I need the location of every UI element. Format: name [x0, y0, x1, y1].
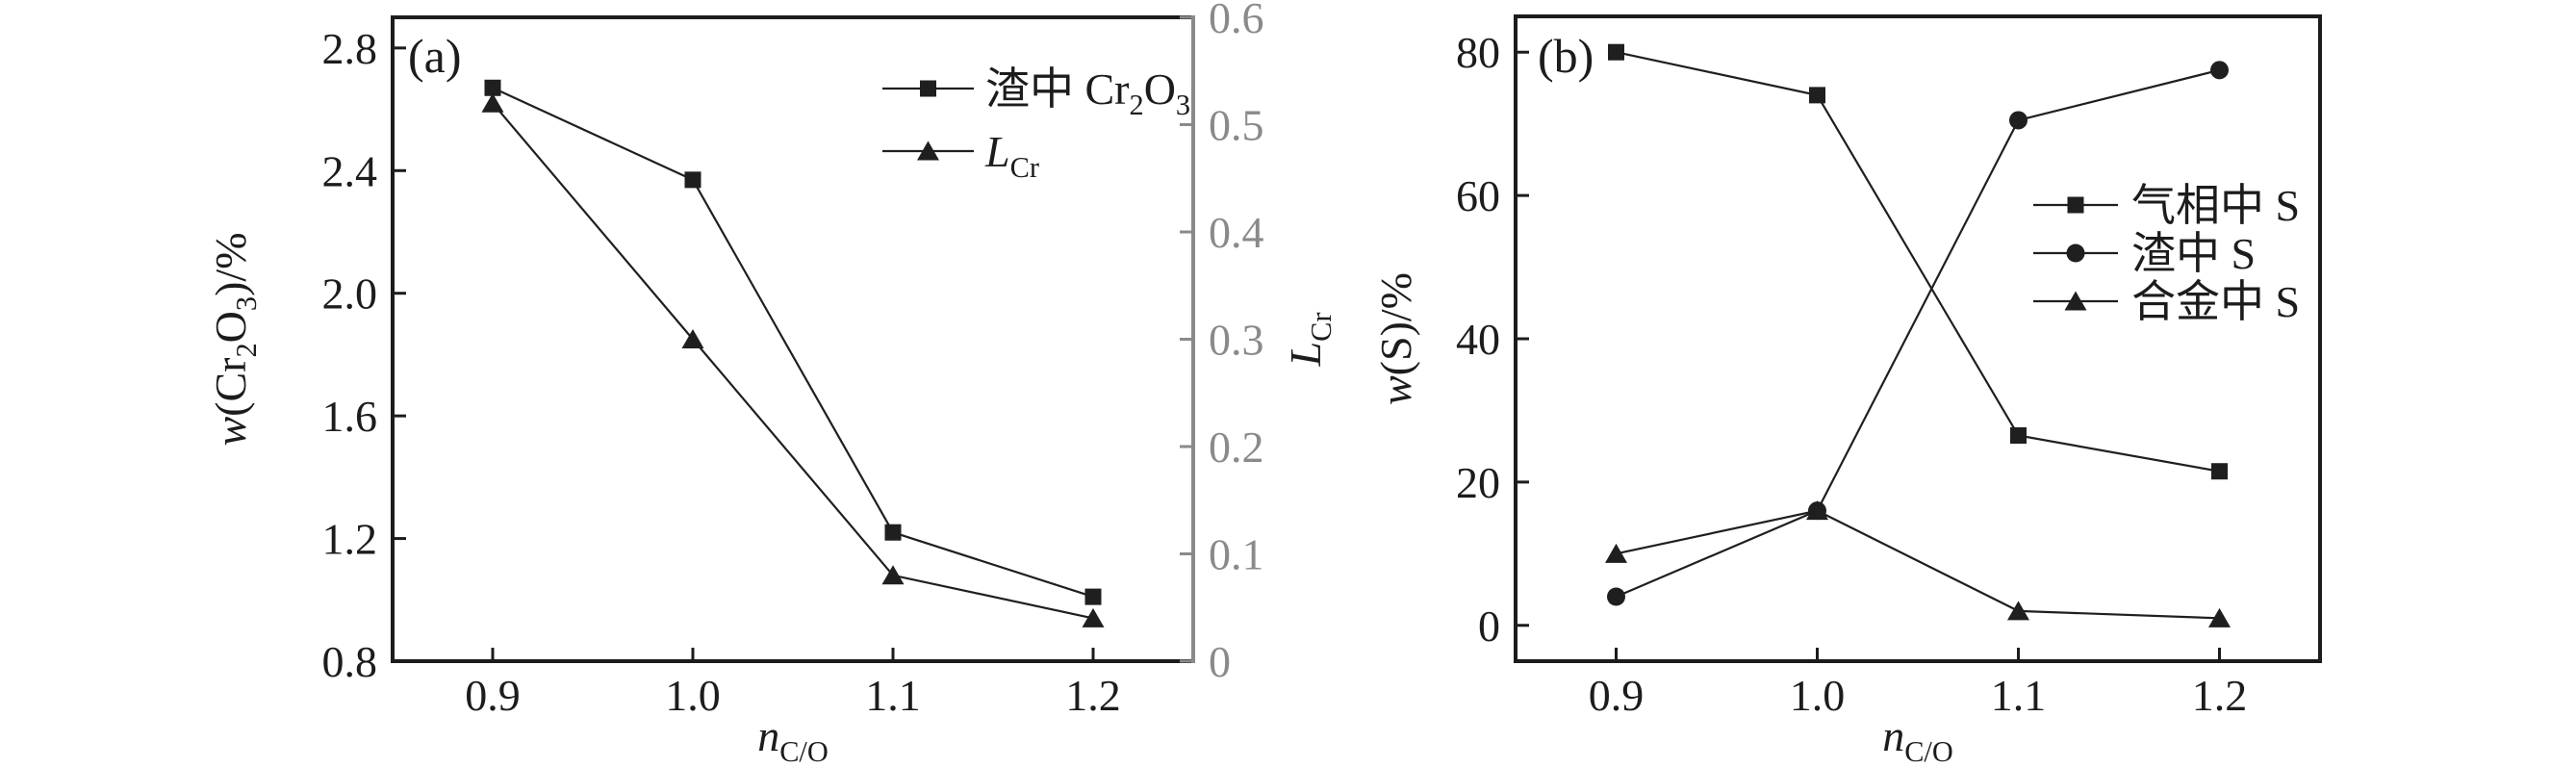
- x-tick-label: 0.9: [465, 671, 521, 720]
- x-tick-label: 1.2: [1065, 671, 1121, 720]
- triangle-marker: [1605, 543, 1627, 563]
- x-tick-label: 1.0: [1790, 671, 1846, 720]
- triangle-marker: [917, 141, 939, 161]
- legend-entry-label: 气相中 S: [2131, 181, 2300, 230]
- right-y-tick-label: 0.2: [1209, 422, 1264, 472]
- triangle-marker: [2064, 291, 2087, 311]
- series-path: [1616, 509, 2220, 620]
- square-marker: [2010, 427, 2027, 444]
- series-path: [1616, 51, 2220, 473]
- square-marker: [1608, 43, 1624, 61]
- x-axis-title: nC/O: [757, 711, 829, 768]
- legend-entry-label: 渣中 Cr2O3: [985, 64, 1190, 121]
- square-marker: [2211, 463, 2228, 480]
- x-tick-label: 1.0: [665, 671, 721, 720]
- square-marker: [884, 524, 902, 541]
- y-tick-label: 20: [1456, 458, 1500, 507]
- series-line: [1605, 500, 2231, 627]
- y-tick-label: 80: [1456, 28, 1500, 77]
- right-y-tick-label: 0.5: [1209, 101, 1264, 150]
- legend-entry-label: 渣中 S: [2131, 229, 2256, 278]
- panel-b: 0.9 1.0 1.1 1.2 0 20 40 60 80 w(S)/% nC/O (b) 气相中 S渣…: [1371, 14, 2322, 768]
- triangle-marker: [1806, 500, 1828, 521]
- y-tick-label: 2.4: [322, 146, 378, 195]
- y-tick-label: 0.8: [322, 637, 378, 686]
- square-marker: [920, 80, 936, 97]
- square-marker: [684, 171, 701, 189]
- triangle-marker: [681, 329, 704, 348]
- legend-entry-label: 合金中 S: [2131, 277, 2300, 326]
- right-y-tick-label: 0.6: [1209, 0, 1264, 42]
- triangle-marker: [1082, 607, 1105, 627]
- square-marker: [1809, 87, 1825, 104]
- y-axis-title: w(S)/%: [1371, 272, 1420, 405]
- legend: 渣中 Cr2O3 LCr: [882, 64, 1190, 184]
- circle-marker: [2009, 111, 2028, 130]
- y-tick-label: 1.6: [322, 392, 378, 441]
- triangle-marker: [2208, 607, 2231, 627]
- right-y-tick-label: 0.4: [1209, 208, 1264, 257]
- x-tick-label: 0.9: [1589, 671, 1645, 720]
- x-tick-label: 1.1: [865, 671, 921, 720]
- square-marker: [2067, 196, 2084, 214]
- x-tick-label: 1.1: [1991, 671, 2047, 720]
- panel-a: 0.9 1.0 1.1 1.2 0.8 1.2 1.6 2.0 2.4 2.8 0 0.1 0.2 0.3…: [206, 0, 1338, 768]
- y-tick-label: 40: [1456, 315, 1500, 364]
- x-tick-label: 1.2: [2192, 671, 2248, 720]
- circle-marker: [2066, 243, 2085, 263]
- triangle-marker: [2007, 601, 2029, 621]
- y-tick-label: 2.8: [322, 24, 378, 73]
- series-path: [492, 87, 1094, 599]
- series-line: [484, 79, 1102, 605]
- y-tick-label: 60: [1456, 171, 1500, 220]
- series-line: [481, 92, 1105, 627]
- series-path: [492, 102, 1094, 620]
- right-y-tick-label: 0.3: [1209, 316, 1264, 365]
- x-axis-title: nC/O: [1882, 711, 1953, 768]
- panel-label: (b): [1538, 29, 1594, 83]
- legend-entry-label: LCr: [984, 127, 1039, 184]
- right-y-tick-label: 0: [1209, 637, 1231, 686]
- y-tick-label: 2.0: [322, 269, 378, 319]
- series-line: [1607, 61, 2229, 606]
- triangle-marker: [481, 92, 504, 113]
- y-tick-label: 0: [1478, 602, 1500, 651]
- square-marker: [1084, 588, 1102, 605]
- series-line: [1608, 43, 2228, 480]
- y-tick-label: 1.2: [322, 515, 378, 564]
- y-axis-title: w(Cr2O3)/%: [206, 232, 263, 446]
- right-y-axis-title: LCr: [1281, 313, 1338, 368]
- right-y-tick-label: 0.1: [1209, 530, 1264, 579]
- square-marker: [484, 79, 501, 96]
- triangle-marker: [881, 565, 905, 585]
- panel-label: (a): [408, 29, 462, 83]
- circle-marker: [1607, 587, 1625, 606]
- circle-marker: [2210, 61, 2229, 80]
- series-path: [1616, 68, 2220, 599]
